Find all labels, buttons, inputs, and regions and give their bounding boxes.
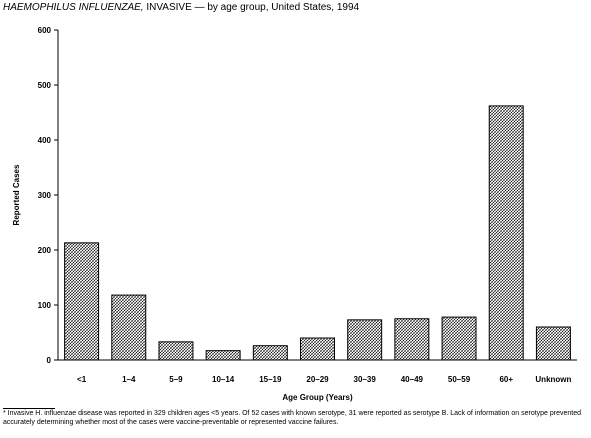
x-axis-title: Age Group (Years) (282, 393, 353, 402)
y-tick-label: 300 (38, 191, 52, 200)
x-tick-label: 40–49 (401, 375, 424, 384)
x-tick-label: 5–9 (169, 375, 183, 384)
x-tick-label: 15–19 (259, 375, 282, 384)
x-tick-label: Unknown (535, 375, 571, 384)
chart-title-italic: HAEMOPHILUS INFLUENZAE, (3, 2, 144, 13)
bar (64, 242, 100, 361)
x-tick-label: 20–29 (306, 375, 329, 384)
bar (535, 326, 571, 361)
chart-bars (64, 105, 571, 361)
bar (347, 319, 383, 361)
bar (394, 318, 430, 361)
x-tick-label: 1–4 (122, 375, 136, 384)
y-tick-label: 100 (38, 301, 52, 310)
footnote-rule (3, 408, 55, 409)
y-tick-label: 0 (47, 356, 52, 365)
bar (488, 105, 524, 361)
x-tick-label: 30–39 (354, 375, 377, 384)
y-tick-label: 600 (38, 26, 52, 35)
bar (300, 337, 335, 361)
y-axis-title: Reported Cases (12, 164, 21, 225)
chart-title-rest: INVASIVE — by age group, United States, … (143, 2, 360, 13)
y-tick-label: 400 (38, 136, 52, 145)
bar (158, 341, 194, 361)
bar-chart: 0 100 200 300 400 500 600 <1 1–4 5–9 10–14 15–19 20–… (12, 26, 577, 402)
y-tick-label: 500 (38, 81, 52, 90)
x-tick-label: 60+ (499, 375, 513, 384)
bar (252, 345, 288, 361)
x-tick-label: 10–14 (212, 375, 235, 384)
chart-title: HAEMOPHILUS INFLUENZAE, INVASIVE — by ag… (3, 2, 359, 13)
chart-labels: 0 100 200 300 400 500 600 <1 1–4 5–9 10–14 15–19 20–… (12, 26, 572, 402)
bar (111, 294, 147, 361)
bar (441, 316, 477, 361)
footnote: * Invasive H. influenzae disease was rep… (3, 410, 582, 426)
x-tick-label: <1 (77, 375, 87, 384)
x-tick-label: 50–59 (448, 375, 471, 384)
bar (205, 350, 241, 361)
y-tick-label: 200 (38, 246, 52, 255)
